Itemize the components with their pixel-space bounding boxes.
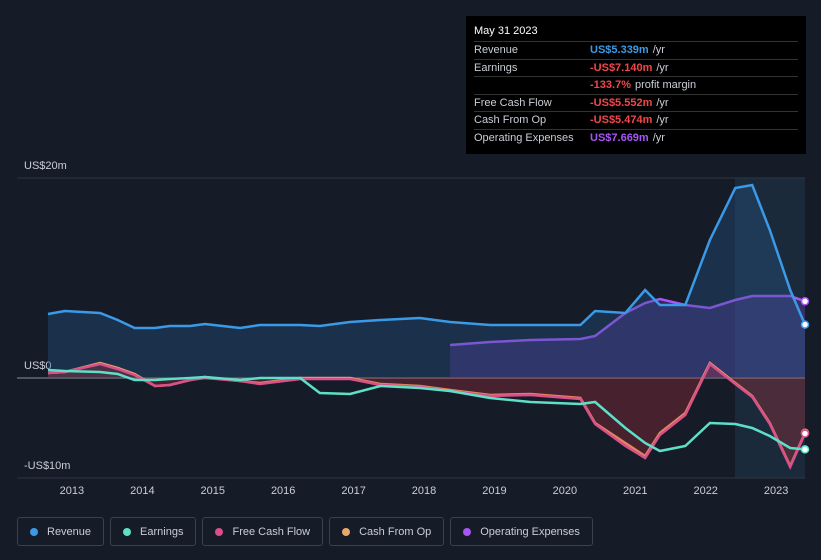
tooltip-unit: /yr — [652, 131, 665, 144]
legend-dot — [30, 527, 38, 536]
y-tick-label: -US$10m — [24, 460, 70, 472]
legend-label: Free Cash Flow — [232, 525, 311, 538]
series-area — [47, 364, 806, 467]
x-tick-label: 2013 — [60, 485, 84, 497]
y-tick-label: US$20m — [24, 160, 67, 172]
tooltip-row: Cash From Op -US$5.474m/yr — [474, 111, 798, 129]
tooltip-value: US$5.339m — [590, 44, 649, 57]
legend-item[interactable]: Free Cash Flow — [202, 517, 324, 546]
tooltip-row: Revenue US$5.339m/yr — [474, 41, 798, 59]
tooltip-unit: /yr — [656, 96, 669, 109]
x-tick-label: 2016 — [271, 485, 295, 497]
tooltip-label: Free Cash Flow — [474, 96, 552, 109]
legend-dot — [342, 527, 351, 536]
legend: Revenue Earnings Free Cash Flow Cash From O… — [17, 517, 593, 546]
tooltip-unit: /yr — [652, 44, 665, 57]
tooltip-label: Earnings — [474, 61, 518, 74]
legend-label: Revenue — [47, 525, 92, 538]
legend-dot — [215, 527, 224, 536]
tooltip-unit: profit margin — [634, 79, 697, 92]
tooltip-value: -US$5.474m — [590, 114, 653, 127]
x-tick-label: 2020 — [553, 485, 577, 497]
chart: US$20m US$0 -US$10m 2013 2014 2015 2016 2017 201… — [17, 160, 810, 497]
x-tick-label: 2021 — [623, 485, 647, 497]
legend-label: Earnings — [140, 525, 184, 538]
x-tick-label: 2015 — [201, 485, 225, 497]
x-tick-label: 2022 — [693, 485, 717, 497]
legend-item[interactable]: Revenue — [17, 517, 105, 546]
tooltip-value: US$7.669m — [590, 131, 649, 144]
end-point — [800, 445, 810, 454]
legend-label: Operating Expenses — [480, 525, 580, 538]
end-point — [800, 320, 810, 329]
tooltip: May 31 2023 Revenue US$5.339m/yr Earnings -U… — [466, 16, 806, 154]
tooltip-row: Free Cash Flow -US$5.552m/yr — [474, 93, 798, 112]
tooltip-row: Earnings -US$7.140m/yr — [474, 58, 798, 77]
series-line — [47, 183, 807, 330]
series-line — [47, 368, 806, 453]
end-point — [800, 297, 810, 306]
legend-item[interactable]: Cash From Op — [329, 517, 445, 546]
series-line — [450, 294, 806, 347]
tooltip-unit: /yr — [656, 61, 669, 74]
y-tick-label: US$0 — [24, 360, 52, 372]
x-tick-label: 2017 — [341, 485, 365, 497]
tooltip-unit: /yr — [656, 114, 669, 127]
tooltip-label: Revenue — [474, 44, 519, 57]
end-point — [800, 429, 810, 438]
tooltip-date: May 31 2023 — [474, 25, 538, 37]
series-area — [450, 296, 805, 378]
legend-label: Cash From Op — [359, 525, 432, 538]
x-tick-label: 2019 — [482, 485, 506, 497]
tooltip-row: Operating Expenses US$7.669m/yr — [474, 128, 798, 147]
legend-item[interactable]: Earnings — [110, 517, 197, 546]
x-tick-label: 2023 — [764, 485, 788, 497]
legend-item[interactable]: Operating Expenses — [450, 517, 593, 546]
legend-dot — [463, 527, 472, 536]
tooltip-label: Operating Expenses — [474, 131, 574, 144]
x-tick-label: 2014 — [130, 485, 154, 497]
x-tick-label: 2018 — [412, 485, 436, 497]
tooltip-value: -133.7% — [590, 79, 631, 92]
tooltip-value: -US$7.140m — [590, 61, 653, 74]
legend-dot — [123, 527, 132, 536]
series-area — [47, 185, 806, 378]
tooltip-row: -133.7% profit margin — [474, 76, 798, 94]
tooltip-value: -US$5.552m — [590, 96, 653, 109]
tooltip-label: Cash From Op — [474, 114, 547, 127]
